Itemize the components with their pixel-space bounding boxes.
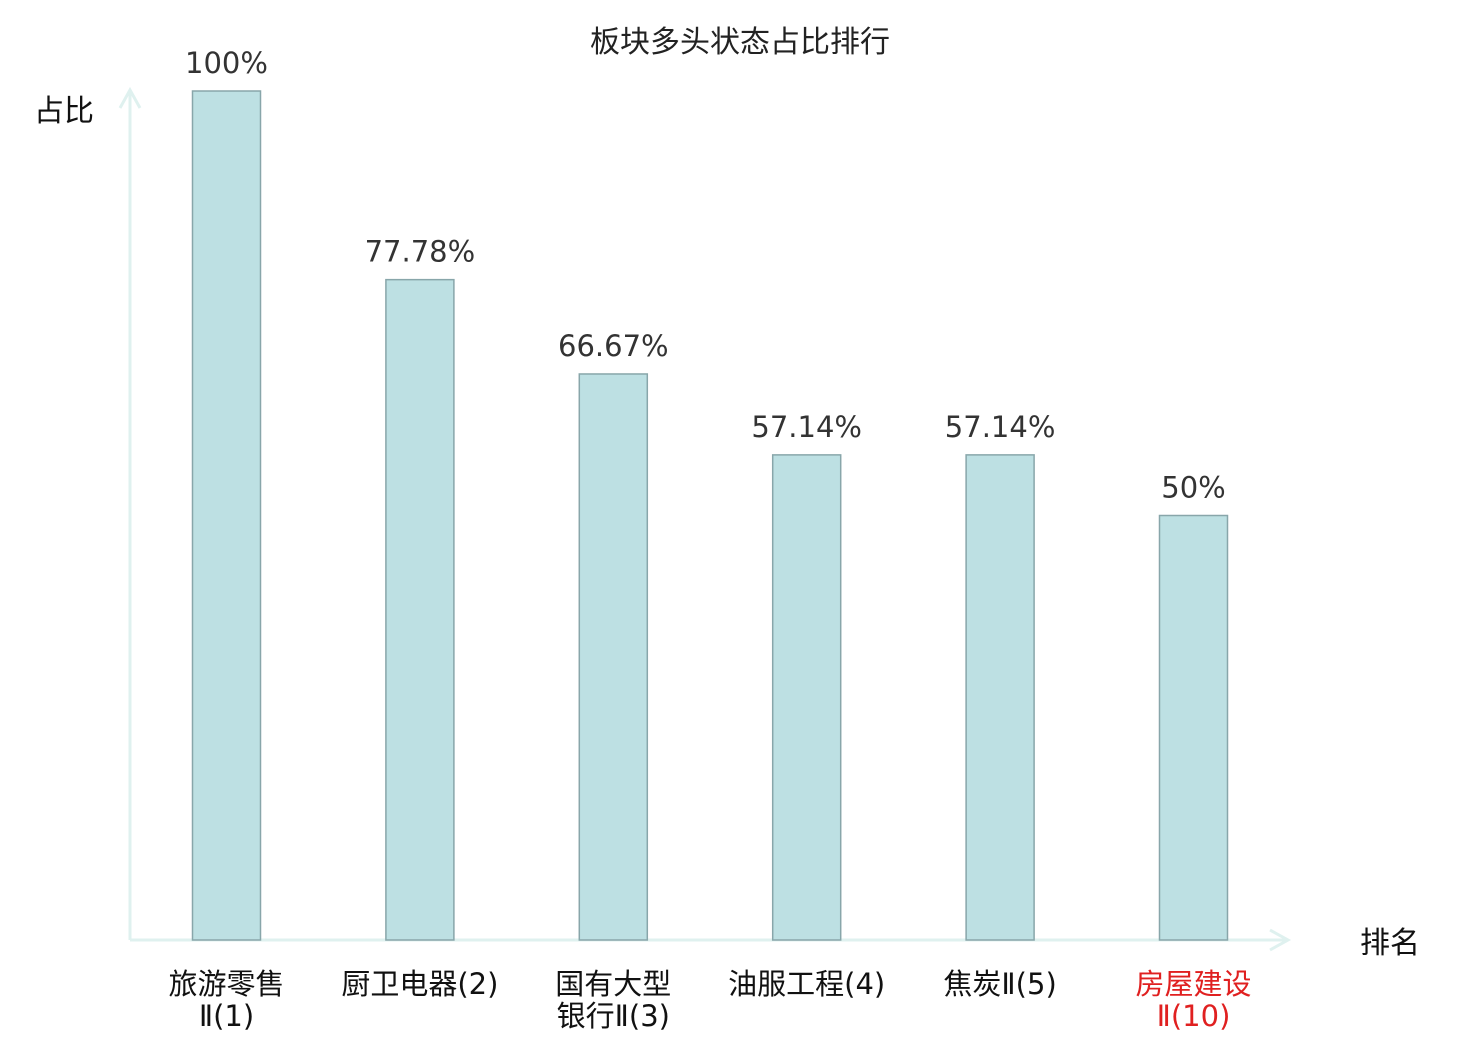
chart-title: 板块多头状态占比排行 <box>590 25 890 60</box>
bar-value-label: 77.78% <box>365 235 476 269</box>
category-tick-label: 银行Ⅱ(3) <box>557 999 670 1033</box>
bar <box>385 278 455 941</box>
category-tick-label: 国有大型 <box>555 967 671 1001</box>
bar-value-label: 100% <box>185 46 268 80</box>
value-labels-group: 100% 77.78% 66.67% 57.14% 57.14% 50% <box>185 46 1226 505</box>
bar <box>1158 514 1229 941</box>
bar-value-label: 50% <box>1161 471 1225 505</box>
x-axis-arrow-icon <box>1269 928 1292 952</box>
bar <box>191 90 262 941</box>
bar <box>965 454 1035 941</box>
category-tick-label: Ⅱ(10) <box>1157 999 1231 1033</box>
y-axis-arrow-icon <box>118 86 142 109</box>
bar <box>578 373 649 941</box>
bar <box>771 454 842 941</box>
bars-group <box>191 90 1229 941</box>
x-axis-label: 排名 <box>1360 926 1420 961</box>
category-tick-label: 厨卫电器(2) <box>341 967 498 1001</box>
bar-value-label: 57.14% <box>751 410 862 444</box>
category-tick-label: 房屋建设 <box>1135 967 1251 1001</box>
category-tick-label: Ⅱ(1) <box>199 999 254 1033</box>
category-tick-label: 焦炭Ⅱ(5) <box>943 967 1056 1001</box>
y-axis-label: 占比 <box>34 94 94 129</box>
category-tick-label: 油服工程(4) <box>728 967 885 1001</box>
category-tick-label: 旅游零售 <box>168 967 284 1001</box>
bar-value-label: 57.14% <box>945 410 1056 444</box>
bar-value-label: 66.67% <box>558 329 669 363</box>
